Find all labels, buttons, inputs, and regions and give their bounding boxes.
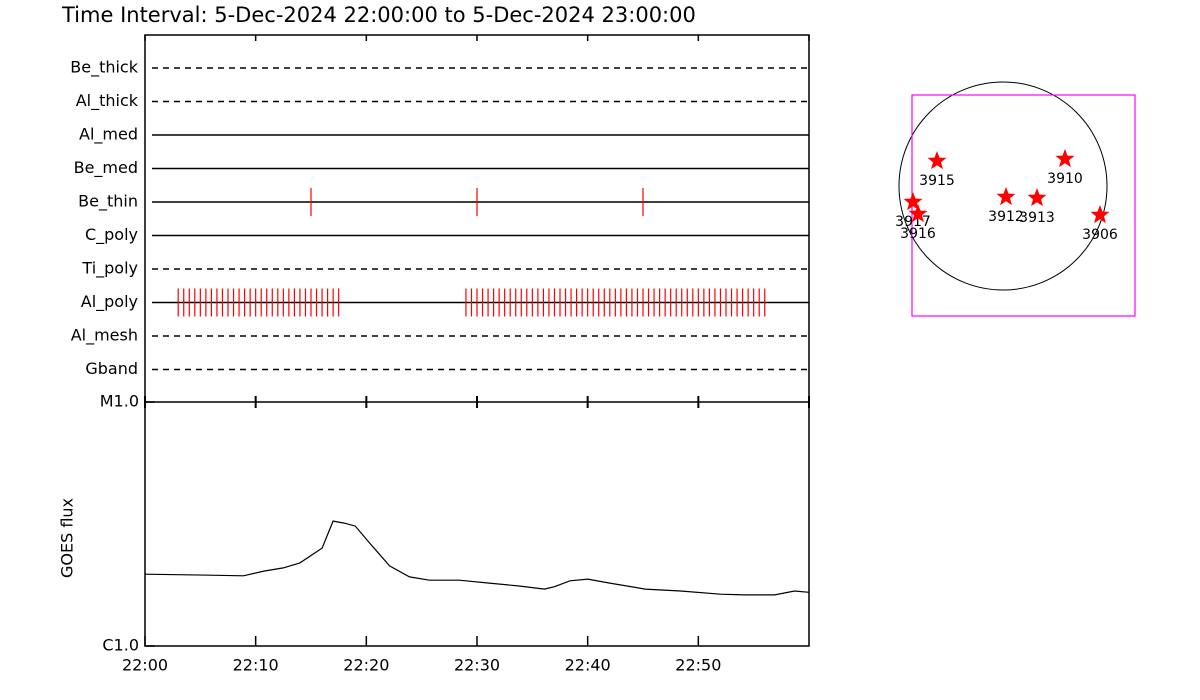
region-star	[908, 204, 928, 223]
filter-label: Al_med	[79, 125, 138, 145]
region-label: 3910	[1047, 171, 1083, 187]
filter-label: Be_thick	[70, 58, 138, 78]
x-tick-label: 22:00	[122, 656, 168, 675]
x-tick-label: 22:30	[454, 656, 500, 675]
goes-curve	[144, 520, 810, 596]
region-label: 3913	[1019, 210, 1055, 226]
filter-label: Ti_poly	[81, 259, 138, 279]
region-star	[996, 187, 1016, 206]
region-label: 3915	[919, 173, 955, 189]
plot-frame	[144, 34, 810, 647]
x-tick-label: 22:20	[343, 656, 389, 675]
region-star	[1055, 149, 1075, 168]
region-label: 3916	[900, 226, 936, 242]
region-star	[1090, 205, 1110, 224]
sun-disk	[898, 81, 1108, 291]
filter-label: Al_mesh	[71, 326, 138, 346]
chart-title: Time Interval: 5-Dec-2024 22:00:00 to 5-…	[61, 3, 696, 27]
region-label: 3906	[1082, 227, 1118, 243]
region-star	[903, 192, 923, 211]
region-star	[927, 151, 947, 170]
fov-box	[911, 94, 1136, 317]
filter-label: Be_med	[74, 158, 138, 178]
filter-label: Al_thick	[76, 91, 139, 111]
x-tick-label: 22:10	[233, 656, 279, 675]
region-label: 3912	[988, 209, 1024, 225]
y-axis-label: GOES flux	[58, 498, 77, 578]
filter-label: Gband	[85, 359, 138, 378]
x-tick-label: 22:40	[565, 656, 611, 675]
y-tick-label: C1.0	[102, 636, 139, 655]
filter-label: Al_poly	[81, 292, 138, 312]
y-tick-label: M1.0	[100, 392, 139, 411]
filter-label: Be_thin	[78, 192, 138, 212]
filter-label: C_poly	[85, 225, 138, 245]
region-star	[1027, 188, 1047, 207]
x-tick-label: 22:50	[675, 656, 721, 675]
